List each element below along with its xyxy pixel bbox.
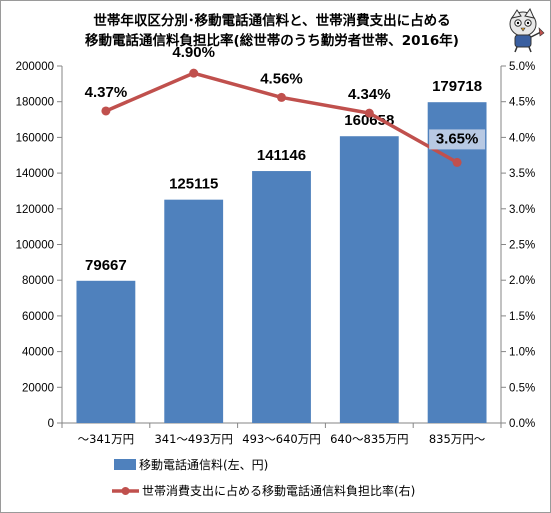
right-tick-label: 4.5% bbox=[509, 97, 535, 109]
category-label: 493～640万円 bbox=[242, 432, 320, 446]
legend-bar-swatch bbox=[114, 459, 136, 470]
left-tick-label: 80000 bbox=[22, 275, 54, 287]
category-labels: ～341万円 341～493万円 493～640万円 640～835万円 835万円～ bbox=[61, 423, 502, 446]
category-label: 341～493万円 bbox=[154, 432, 232, 446]
left-axis-ticks: 0 20000 40000 60000 80000 100000 120000 140000 1… bbox=[16, 61, 62, 430]
right-axis-ticks: 0.0% 0.5% 1.0% 1.5% 2.0% 2.5% 3.0% 3.5% 4.0% 4.5%… bbox=[501, 61, 535, 430]
bar bbox=[76, 280, 136, 423]
right-tick-label: 3.5% bbox=[509, 168, 535, 180]
line-data-labels: 4.37% 4.90% 4.56% 4.34% 3.65% bbox=[85, 44, 486, 150]
line-point bbox=[452, 157, 462, 167]
chart-title-line-1: 世帯年収区分別･移動電話通信料と、世帯消費支出に占める bbox=[93, 12, 450, 29]
bar bbox=[339, 136, 399, 423]
bar-value-label: 179718 bbox=[432, 78, 482, 95]
right-tick-label: 3.0% bbox=[509, 204, 535, 216]
right-tick-label: 5.0% bbox=[509, 61, 535, 73]
right-tick-label: 1.0% bbox=[509, 347, 535, 359]
bar-data-labels: 79667 125115 141146 160658 179718 bbox=[85, 78, 482, 274]
left-tick-label: 160000 bbox=[16, 132, 54, 144]
line-value-label: 3.65% bbox=[436, 130, 479, 147]
category-label: ～341万円 bbox=[78, 432, 134, 446]
category-label: 835万円～ bbox=[429, 432, 486, 446]
left-tick-label: 0 bbox=[48, 418, 54, 430]
right-tick-label: 2.5% bbox=[509, 240, 535, 252]
bar-series bbox=[76, 102, 487, 423]
left-tick-label: 60000 bbox=[22, 311, 54, 323]
bar-value-label: 141146 bbox=[257, 147, 306, 164]
line-point bbox=[101, 106, 111, 116]
legend: 移動電話通信料(左、円) 世帯消費支出に占める移動電話通信料負担比率(右) bbox=[112, 457, 415, 498]
line-value-label: 4.34% bbox=[348, 86, 391, 103]
left-tick-label: 180000 bbox=[16, 97, 54, 109]
bar-value-label: 125115 bbox=[169, 176, 218, 193]
right-tick-label: 0.5% bbox=[509, 382, 535, 394]
category-label: 640～835万円 bbox=[330, 432, 408, 446]
line-point bbox=[277, 92, 286, 102]
line-point bbox=[364, 108, 374, 118]
left-tick-label: 120000 bbox=[16, 204, 54, 216]
right-tick-label: 1.5% bbox=[509, 311, 535, 323]
line-point bbox=[189, 68, 199, 78]
left-tick-label: 20000 bbox=[22, 382, 54, 394]
line-value-label: 4.56% bbox=[260, 70, 303, 87]
left-tick-label: 200000 bbox=[16, 61, 54, 73]
left-tick-label: 140000 bbox=[16, 168, 54, 180]
line-value-label: 4.90% bbox=[172, 44, 215, 61]
left-tick-label: 100000 bbox=[16, 240, 54, 252]
line-label-highlight bbox=[429, 129, 486, 150]
bar bbox=[427, 102, 487, 423]
legend-line-label: 世帯消費支出に占める移動電話通信料負担比率(右) bbox=[142, 483, 415, 498]
bar bbox=[252, 171, 311, 423]
chart-title-line-2: 移動電話通信料負担比率(総世帯のうち勤労者世帯、2016年) bbox=[85, 32, 459, 49]
mascot-illustration bbox=[509, 7, 545, 53]
right-tick-label: 0.0% bbox=[509, 418, 535, 430]
legend-line-marker bbox=[121, 487, 130, 495]
line-value-label: 4.37% bbox=[85, 84, 128, 101]
bar-value-label: 160658 bbox=[344, 112, 394, 129]
bar bbox=[164, 199, 224, 423]
right-tick-label: 4.0% bbox=[509, 132, 535, 144]
bar-value-label: 79667 bbox=[85, 257, 127, 274]
legend-bar-label: 移動電話通信料(左、円) bbox=[139, 457, 268, 472]
left-tick-label: 40000 bbox=[22, 347, 54, 359]
line-series bbox=[101, 68, 462, 167]
right-tick-label: 2.0% bbox=[509, 275, 535, 287]
